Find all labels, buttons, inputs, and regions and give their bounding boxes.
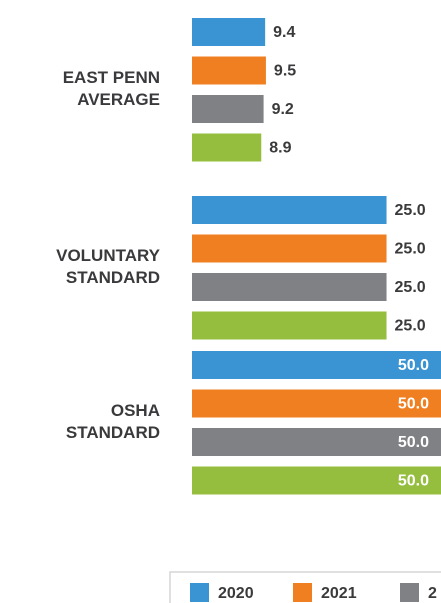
value-label: 25.0: [395, 202, 426, 219]
bar: [192, 389, 441, 418]
value-label: 50.0: [398, 473, 429, 490]
value-label: 50.0: [398, 434, 429, 451]
value-label: 25.0: [395, 318, 426, 335]
value-label: 8.9: [269, 140, 291, 157]
bar: [192, 234, 387, 263]
value-label: 9.2: [272, 101, 294, 118]
category-label: OSHA STANDARD: [66, 401, 160, 442]
bar: [192, 273, 387, 301]
value-label: 50.0: [398, 396, 429, 413]
bar: [192, 18, 266, 46]
bar: [192, 56, 266, 85]
value-label: 9.4: [273, 24, 295, 41]
plot: [192, 18, 441, 495]
legend-label: 2: [428, 585, 437, 602]
bar: [192, 95, 264, 123]
bar: [192, 428, 441, 456]
legend-swatch: [190, 583, 209, 602]
category-label: VOLUNTARY STANDARD: [56, 246, 161, 287]
value-label: 50.0: [398, 357, 429, 374]
bar: [192, 133, 262, 162]
legend-label: 2020: [218, 585, 254, 602]
legend-swatch: [400, 583, 419, 602]
category-label: EAST PENN AVERAGE: [63, 68, 160, 109]
value-label: 25.0: [395, 279, 426, 296]
value-label: 25.0: [395, 241, 426, 258]
bar: [192, 351, 441, 379]
value-label: 9.5: [274, 63, 296, 80]
legend-label: 2021: [321, 585, 357, 602]
bar: [192, 466, 441, 495]
bar: [192, 196, 387, 224]
bar: [192, 311, 387, 340]
legend-swatch: [293, 583, 312, 602]
